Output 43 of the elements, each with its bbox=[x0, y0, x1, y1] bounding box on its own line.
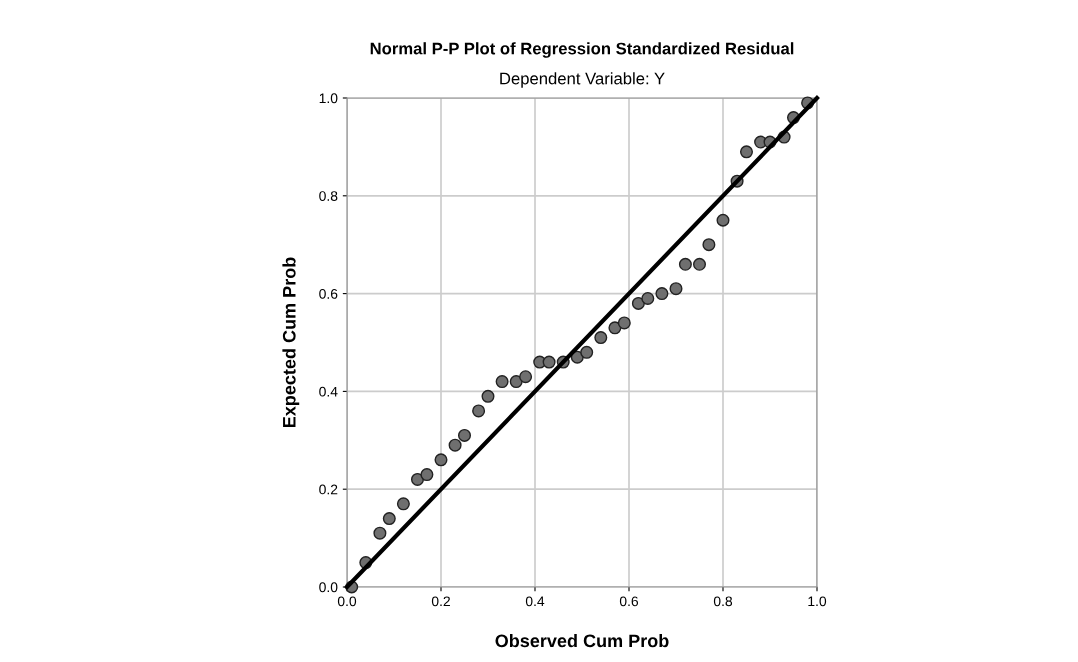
point bbox=[716, 213, 730, 227]
point bbox=[641, 291, 655, 305]
point bbox=[472, 404, 486, 418]
point bbox=[420, 468, 434, 482]
y-tick-label: 0.8 bbox=[319, 191, 338, 201]
point bbox=[739, 145, 754, 159]
chart-title: Normal P-P Plot of Regression Standardized Residual bbox=[370, 42, 794, 58]
point bbox=[669, 282, 683, 296]
point bbox=[692, 257, 707, 271]
point bbox=[396, 497, 410, 511]
point bbox=[542, 355, 556, 369]
x-axis-title: Observed Cum Prob bbox=[495, 633, 669, 648]
y-tick-label: 0.0 bbox=[319, 582, 338, 593]
y-tick-label: 0.6 bbox=[319, 288, 338, 299]
y-tick-label: 0.2 bbox=[319, 484, 338, 495]
x-tick-label: 0.8 bbox=[713, 596, 733, 607]
y-axis-title: Expected Cum Prob bbox=[282, 257, 300, 428]
point bbox=[382, 512, 396, 526]
point bbox=[373, 526, 387, 540]
point bbox=[702, 238, 716, 252]
point bbox=[481, 389, 495, 403]
point bbox=[457, 428, 472, 442]
point bbox=[448, 438, 462, 452]
point bbox=[631, 296, 645, 310]
point bbox=[617, 316, 631, 330]
x-tick-label: 1.0 bbox=[808, 596, 827, 607]
chart-subtitle: Dependent Variable: Y bbox=[500, 72, 665, 88]
point bbox=[608, 321, 622, 335]
y-tick-label: 1.0 bbox=[319, 93, 338, 104]
point bbox=[509, 375, 523, 389]
x-tick-label: 0.0 bbox=[337, 596, 357, 607]
point bbox=[594, 331, 608, 345]
point bbox=[519, 370, 533, 384]
x-tick-label: 0.4 bbox=[525, 596, 545, 607]
point bbox=[410, 472, 425, 486]
y-tick-label: 0.4 bbox=[319, 386, 338, 397]
point bbox=[678, 257, 692, 271]
x-tick-label: 0.6 bbox=[619, 596, 639, 607]
x-tick-label: 0.2 bbox=[431, 596, 450, 607]
point bbox=[580, 345, 594, 359]
point bbox=[655, 287, 669, 301]
point bbox=[495, 375, 509, 389]
point bbox=[434, 453, 448, 467]
